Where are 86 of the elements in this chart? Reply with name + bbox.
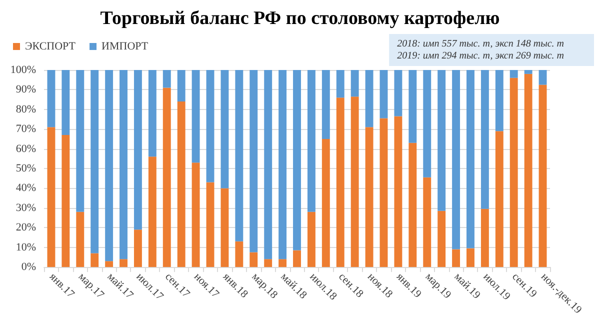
bar xyxy=(293,70,301,250)
legend-label: ЭКСПОРТ xyxy=(25,40,76,52)
bar xyxy=(148,70,156,157)
bar xyxy=(105,261,114,267)
bar xyxy=(307,70,316,212)
bar xyxy=(278,259,287,267)
bar xyxy=(380,118,388,267)
bar xyxy=(394,70,402,116)
bar xyxy=(206,182,214,267)
bar xyxy=(90,70,99,254)
bar xyxy=(62,135,70,267)
bar xyxy=(322,70,330,139)
bar xyxy=(148,156,156,267)
bar xyxy=(162,70,171,88)
y-tick-label: 70% xyxy=(16,123,36,136)
bar xyxy=(192,162,200,267)
bar xyxy=(322,138,330,267)
bar xyxy=(466,70,474,248)
bar xyxy=(336,70,344,98)
bar xyxy=(162,88,171,267)
bar xyxy=(134,70,142,230)
y-tick-label: 60% xyxy=(16,142,36,155)
bar xyxy=(365,70,374,128)
bar xyxy=(408,142,417,267)
bar xyxy=(538,84,547,267)
text: 2019: имп 294 тыс. т, эксп 269 тыс. т xyxy=(397,50,564,62)
bar xyxy=(278,70,287,260)
bar xyxy=(235,241,244,267)
y-tick-label: 20% xyxy=(16,222,36,234)
bar xyxy=(365,127,374,267)
bar xyxy=(177,102,186,267)
bar xyxy=(105,70,114,262)
y-tick-label: 0% xyxy=(21,261,36,273)
bar xyxy=(307,212,316,267)
bar xyxy=(62,70,70,136)
bar xyxy=(538,70,547,85)
bar xyxy=(524,74,532,267)
bar xyxy=(510,78,518,267)
bar xyxy=(47,70,56,128)
bar xyxy=(480,208,489,267)
bar xyxy=(220,70,229,188)
bar xyxy=(250,70,258,252)
bar xyxy=(264,70,272,260)
bar xyxy=(235,70,244,242)
bar xyxy=(466,248,474,267)
bar xyxy=(480,70,489,209)
bar xyxy=(495,131,504,267)
bar xyxy=(220,188,229,267)
bar xyxy=(510,70,518,78)
bar xyxy=(47,127,56,267)
bar xyxy=(120,259,128,267)
bar xyxy=(452,249,460,267)
chart-title: Торговый баланс РФ по столовому картофелю xyxy=(100,8,500,29)
y-tick-label: 30% xyxy=(16,202,36,214)
bar xyxy=(134,230,142,267)
bar xyxy=(423,177,432,267)
bar xyxy=(495,70,504,132)
y-tick-label: 80% xyxy=(16,103,36,116)
y-tick-label: 90% xyxy=(16,84,36,96)
bar xyxy=(192,70,200,163)
bar xyxy=(452,70,460,250)
bar xyxy=(177,70,186,102)
bar xyxy=(438,70,446,211)
bar xyxy=(206,70,214,182)
bar xyxy=(120,70,128,260)
y-tick-label: 50% xyxy=(16,162,36,174)
bar xyxy=(90,253,99,267)
bar xyxy=(350,70,359,97)
y-tick-label: 40% xyxy=(16,182,36,194)
bar xyxy=(394,116,402,267)
bar xyxy=(264,259,272,267)
bar xyxy=(250,252,258,267)
bar xyxy=(293,250,301,267)
text: 2018: имп 557 тыс. т, эксп 148 тыс. т xyxy=(397,38,564,50)
legend-label: ИМПОРТ xyxy=(102,40,148,52)
y-tick-label: 100% xyxy=(10,64,36,76)
bar xyxy=(423,70,432,178)
bar xyxy=(408,70,417,143)
bar xyxy=(438,210,446,267)
bar xyxy=(76,70,84,212)
y-tick-label: 10% xyxy=(16,241,36,254)
bar xyxy=(524,70,532,74)
bar xyxy=(336,98,344,267)
bar xyxy=(380,70,388,118)
bar xyxy=(350,96,359,267)
bar xyxy=(76,212,84,267)
